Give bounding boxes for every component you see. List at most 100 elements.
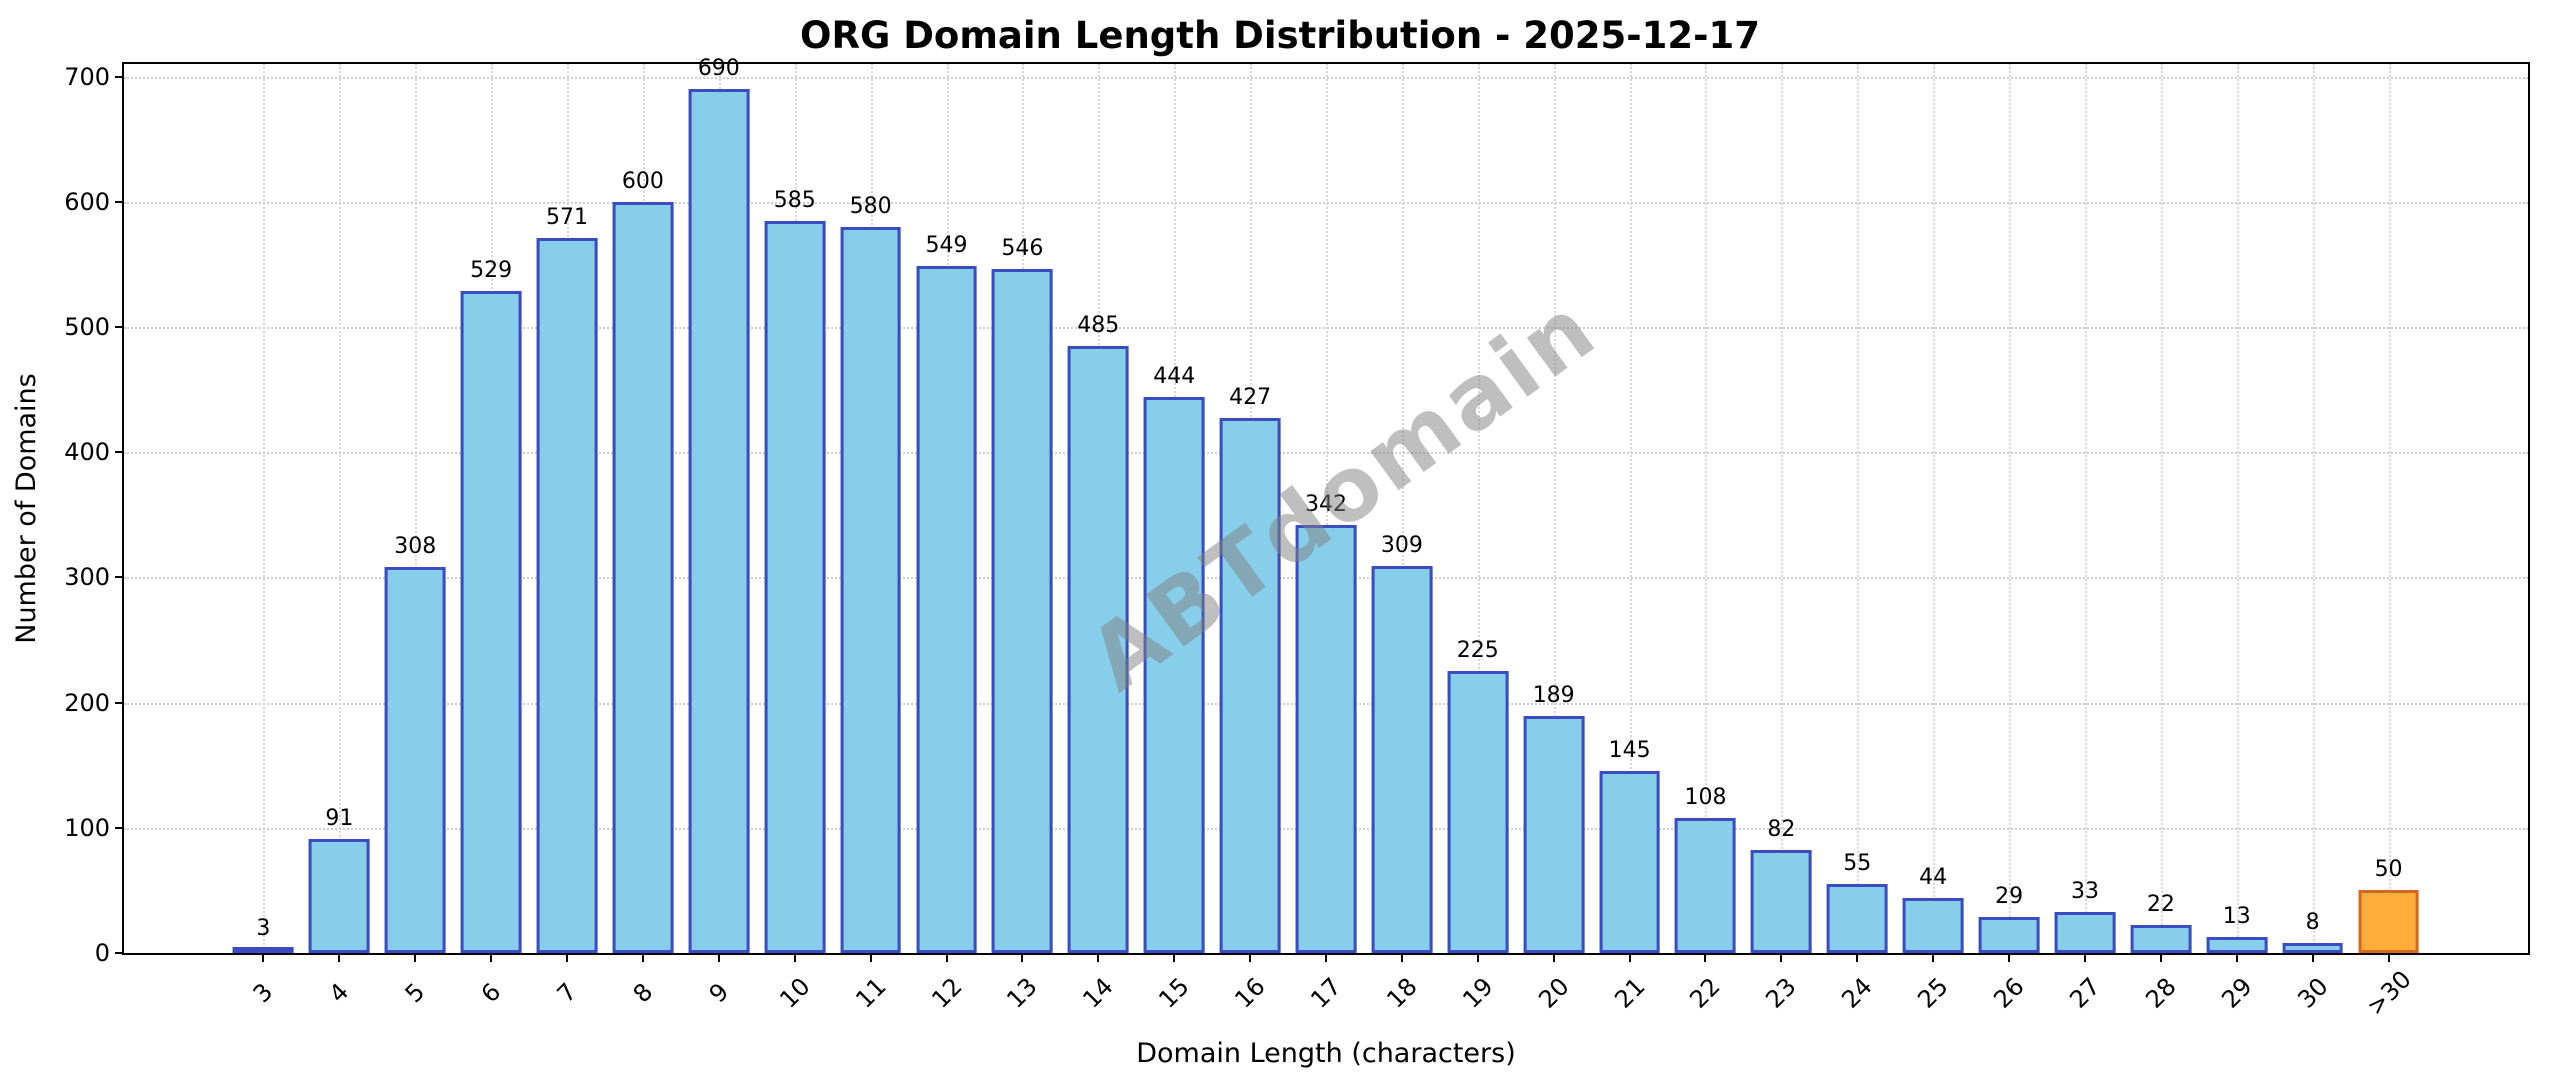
x-tick-label: 4 xyxy=(324,977,355,1009)
y-tick-label: 100 xyxy=(64,813,110,842)
bar-value-label: 427 xyxy=(1229,385,1272,411)
bar-value-label: 580 xyxy=(849,193,892,219)
gridline-vertical xyxy=(1629,64,1632,953)
bar xyxy=(916,265,977,953)
gridline-vertical xyxy=(339,64,342,953)
bar-value-label: 309 xyxy=(1380,533,1423,559)
plot-area: ABTdomain 0 100 200 300 400 500 600 700 3 3 91 4 308… xyxy=(64,56,2530,1021)
x-tick-mark xyxy=(1704,953,1707,962)
x-tick-label: 27 xyxy=(2064,972,2106,1014)
bar-value-label: 189 xyxy=(1532,683,1575,709)
bar xyxy=(688,89,750,953)
x-tick-mark xyxy=(945,953,948,962)
bar xyxy=(2358,890,2419,953)
y-tick-mark xyxy=(115,576,124,579)
bar-value-label: 3 xyxy=(256,916,271,942)
x-tick-mark xyxy=(1552,953,1555,962)
x-tick-mark xyxy=(414,953,417,962)
bar-value-label: 571 xyxy=(546,205,589,231)
bar-value-label: 91 xyxy=(325,806,354,832)
bar xyxy=(1599,771,1660,953)
bar xyxy=(2282,942,2344,953)
x-tick-label: 11 xyxy=(849,972,892,1014)
x-tick-mark xyxy=(566,953,569,962)
x-tick-label: 18 xyxy=(1381,972,1423,1014)
x-tick-label: 12 xyxy=(925,972,968,1014)
gridline-vertical xyxy=(2312,64,2315,953)
bar-value-label: 546 xyxy=(1001,236,1044,262)
bar-value-label: 549 xyxy=(925,232,968,258)
x-tick-mark xyxy=(717,953,720,962)
gridline-vertical xyxy=(2160,64,2163,953)
x-tick-mark xyxy=(2083,953,2086,962)
bar-value-label: 33 xyxy=(2070,878,2099,904)
gridline-vertical xyxy=(1326,64,1328,953)
bar-value-label: 44 xyxy=(1919,864,1948,890)
x-tick-label: 13 xyxy=(1001,972,1044,1014)
bar xyxy=(1447,671,1509,953)
bar-value-label: 485 xyxy=(1077,312,1120,338)
x-tick-mark xyxy=(1476,953,1479,962)
bar-value-label: 22 xyxy=(2146,892,2175,918)
chart-title: ORG Domain Length Distribution - 2025-12… xyxy=(800,14,1760,57)
y-tick-label: 400 xyxy=(64,438,110,467)
y-tick-mark xyxy=(115,325,124,328)
gridline-vertical xyxy=(1705,64,1708,953)
bar xyxy=(1067,345,1129,953)
bar-value-label: 55 xyxy=(1843,851,1872,877)
bar xyxy=(1371,566,1433,953)
x-tick-label: 19 xyxy=(1457,972,1499,1014)
y-tick-mark xyxy=(115,200,124,203)
y-tick-mark xyxy=(115,701,124,704)
x-tick-label: 29 xyxy=(2216,972,2258,1014)
x-tick-mark xyxy=(1628,953,1631,962)
x-tick-mark xyxy=(262,953,265,962)
gridline-vertical xyxy=(2009,64,2012,953)
y-tick-mark xyxy=(115,451,124,454)
x-tick-label: 16 xyxy=(1229,972,1271,1014)
bar-value-label: 444 xyxy=(1153,364,1196,390)
gridline-vertical xyxy=(415,64,418,953)
bar xyxy=(2130,925,2192,953)
bar-value-label: 529 xyxy=(470,257,513,283)
bar-value-label: 308 xyxy=(394,534,437,560)
bar-value-label: 690 xyxy=(697,56,740,82)
y-tick-mark xyxy=(115,952,124,954)
y-tick-mark xyxy=(115,826,124,829)
bar-value-label: 145 xyxy=(1608,738,1651,764)
bar xyxy=(1523,716,1585,953)
bar xyxy=(460,290,522,953)
y-tick-label: 500 xyxy=(64,312,110,341)
x-tick-label: 8 xyxy=(627,977,659,1009)
bar xyxy=(536,238,598,953)
bar xyxy=(233,947,294,953)
bar-value-label: 8 xyxy=(2305,909,2320,935)
bar xyxy=(1143,397,1205,953)
x-tick-mark xyxy=(338,953,341,962)
bar xyxy=(840,226,902,953)
x-tick-label: 28 xyxy=(2140,972,2182,1014)
bar-value-label: 225 xyxy=(1456,638,1499,664)
x-tick-mark xyxy=(2159,953,2162,962)
x-tick-mark xyxy=(1325,953,1327,962)
x-tick-label: 23 xyxy=(1760,972,1803,1014)
bar xyxy=(1295,524,1357,953)
gridline-vertical xyxy=(1933,64,1936,953)
x-tick-mark xyxy=(1021,953,1024,962)
bar-value-label: 108 xyxy=(1684,784,1727,810)
x-tick-mark xyxy=(641,953,644,962)
bar xyxy=(2206,936,2268,953)
x-tick-label: 25 xyxy=(1912,972,1954,1014)
bar-value-label: 600 xyxy=(621,168,664,194)
x-tick-label: 17 xyxy=(1305,972,1347,1014)
bar xyxy=(612,201,674,953)
x-tick-label: 24 xyxy=(1836,972,1878,1014)
x-tick-mark xyxy=(1856,953,1859,962)
y-tick-label: 600 xyxy=(64,187,110,216)
x-tick-mark xyxy=(1932,953,1935,962)
x-tick-label: 22 xyxy=(1684,972,1727,1014)
x-tick-label: 15 xyxy=(1153,972,1195,1014)
bar xyxy=(1219,418,1281,953)
bar-value-label: 82 xyxy=(1767,817,1796,843)
gridline-vertical xyxy=(263,64,266,953)
